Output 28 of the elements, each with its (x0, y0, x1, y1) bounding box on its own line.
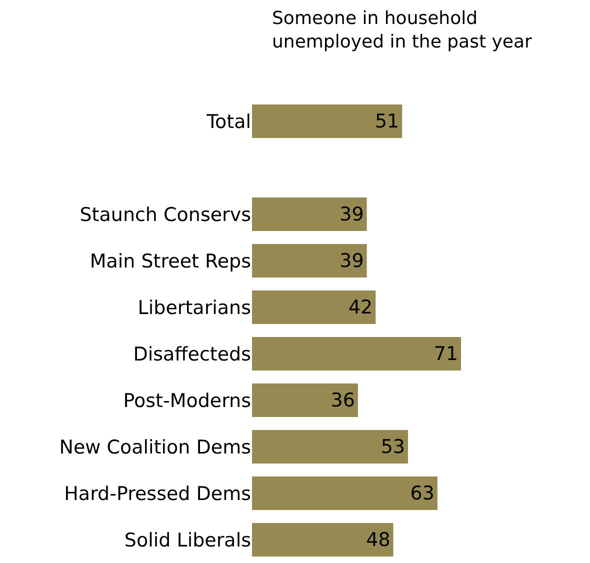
y-tick-label: Libertarians (138, 296, 251, 319)
chart-title: Someone in household unemployed in the past year (272, 8, 532, 52)
data-label: 63 (410, 482, 434, 504)
y-tick-label: Disaffecteds (133, 343, 251, 366)
data-label: 71 (434, 342, 458, 365)
data-label: 53 (380, 436, 406, 458)
data-label: 39 (340, 250, 364, 272)
data-label: 42 (348, 296, 373, 318)
y-tick-label: Post-Moderns (123, 390, 251, 412)
bar (252, 523, 394, 556)
bar (252, 430, 408, 464)
bar (252, 337, 461, 370)
y-tick-label: Hard-Pressed Dems (64, 482, 251, 505)
bar (252, 476, 438, 510)
data-label: 51 (374, 110, 400, 132)
y-tick-label: Staunch Conservs (80, 204, 251, 226)
bar (252, 290, 376, 324)
data-label: 48 (366, 528, 390, 551)
data-label: 39 (340, 203, 364, 226)
bar (252, 104, 402, 138)
y-tick-label: Main Street Reps (90, 250, 251, 272)
bar (252, 244, 367, 278)
y-tick-label: Solid Liberals (124, 529, 251, 552)
data-label: 36 (330, 389, 355, 412)
y-tick-label: Total (206, 110, 251, 133)
bar (252, 198, 367, 231)
bar (252, 384, 358, 417)
y-tick-label: New Coalition Dems (59, 436, 251, 458)
